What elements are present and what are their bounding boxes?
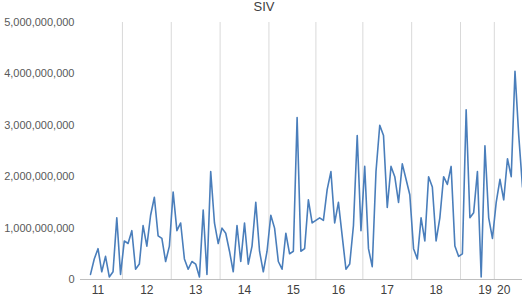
svg-text:0: 0 <box>68 273 74 285</box>
svg-text:12: 12 <box>140 283 154 297</box>
html-text:SIV: SIV <box>253 0 275 14</box>
svg-text:3,000,000,000: 3,000,000,000 <box>4 119 74 131</box>
svg-text:5,000,000,000: 5,000,000,000 <box>4 16 74 28</box>
svg-text:15: 15 <box>287 283 301 297</box>
svg-text:16: 16 <box>332 283 346 297</box>
svg-text:18: 18 <box>429 283 443 297</box>
svg-text:17: 17 <box>381 283 395 297</box>
svg-text:2,000,000,000: 2,000,000,000 <box>4 170 74 182</box>
svg-text:1,000,000,000: 1,000,000,000 <box>4 222 74 234</box>
svg-text:13: 13 <box>189 283 203 297</box>
svg-text:14: 14 <box>238 283 252 297</box>
svg-text:20: 20 <box>497 283 511 297</box>
svg-text:4,000,000,000: 4,000,000,000 <box>4 67 74 79</box>
svg-text:19: 19 <box>478 283 492 297</box>
svg-text:11: 11 <box>92 283 105 297</box>
